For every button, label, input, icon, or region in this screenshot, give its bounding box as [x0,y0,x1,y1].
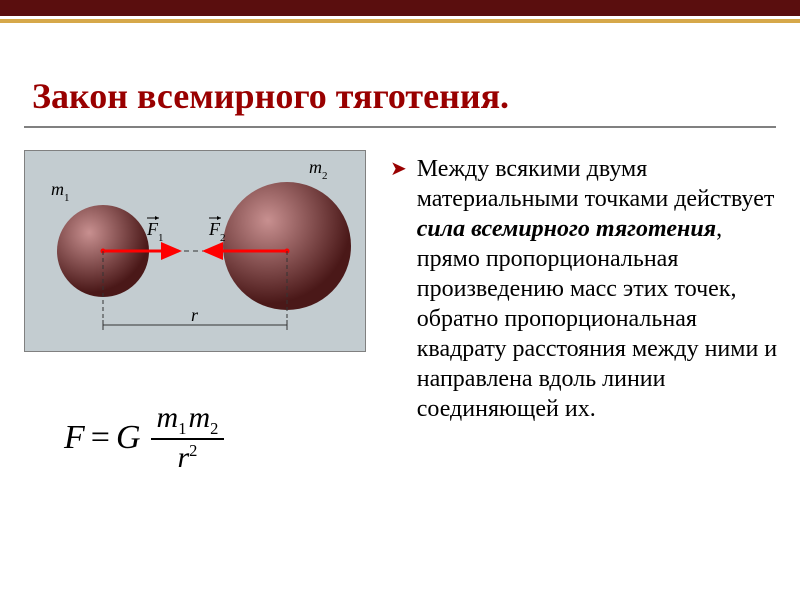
body-pre: Между всякими двумя материальными точкам… [417,156,775,212]
body-post: , прямо пропорциональная произведению ма… [417,216,777,422]
svg-text:r: r [191,305,199,325]
top-bars [0,0,800,23]
body-text-item: ➤ Между всякими двумя материальными точк… [390,154,782,424]
formula-eq: = [91,419,110,457]
formula-m2: m [188,401,210,434]
formula-fraction: m1m2 r2 [151,402,225,474]
right-column: ➤ Между всякими двумя материальными точк… [390,150,790,474]
formula-denominator: r2 [177,440,197,474]
formula-r-exp: 2 [189,441,197,460]
formula-r: r [177,441,189,474]
heading-underline [24,126,776,128]
formula: F = G m1m2 r2 [64,402,390,474]
formula-numerator: m1m2 [151,402,225,440]
decor-bar-dark [0,0,800,16]
body-emph: сила всемирного тяготения [417,216,716,242]
bullet-marker-icon: ➤ [390,154,407,424]
gravitation-diagram: m1m2F1F2r [24,150,366,352]
body-paragraph: Между всякими двумя материальными точкам… [417,154,782,424]
formula-block: F = G m1m2 r2 [24,402,390,474]
formula-m2-sub: 2 [210,419,218,438]
page-title: Закон всемирного тяготения. [32,75,509,117]
formula-m1-sub: 1 [178,419,186,438]
formula-F: F [64,419,85,457]
formula-m1: m [157,401,179,434]
formula-G: G [116,419,141,457]
left-column: m1m2F1F2r F = G m1m2 r2 [0,150,390,474]
content-row: m1m2F1F2r F = G m1m2 r2 ➤ М [0,150,800,474]
decor-bar-gold [0,19,800,23]
